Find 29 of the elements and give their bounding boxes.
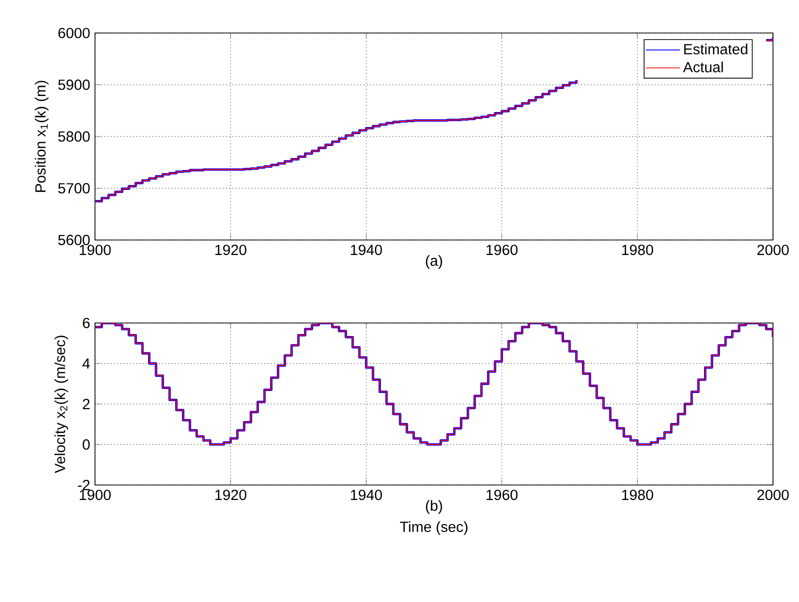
y-tick-label: -2 (78, 480, 90, 490)
x-tick-label: 1980 (622, 490, 654, 500)
x-tick-label: 1920 (215, 490, 246, 500)
y-axis-title: Position x$_{1}$(k) (m) (34, 80, 49, 192)
x-tick-label: 1900 (80, 490, 111, 500)
y-tick-label: 5700 (58, 183, 90, 194)
x-tick-label: 2000 (757, 244, 789, 256)
legend-label: Estimated (684, 44, 748, 54)
x-tick-label: 1900 (80, 244, 111, 256)
y-tick-label: 5800 (58, 131, 90, 142)
text: (a) (426, 255, 442, 269)
y-tick-label: 5600 (58, 234, 90, 246)
y-tick-label: 2 (82, 398, 90, 410)
legend-label: Actual (683, 62, 723, 72)
y-tick-label: 5900 (58, 80, 90, 90)
text: (b) (426, 500, 442, 514)
x-tick-label: 2000 (757, 490, 789, 500)
y-tick-label: 6 (82, 318, 90, 328)
y-tick-label: 4 (82, 358, 90, 369)
x-tick-label: 1940 (351, 244, 382, 256)
x-tick-label: 1940 (351, 490, 382, 500)
y-tick-label: 6000 (58, 28, 90, 38)
y-tick-label: 0 (82, 439, 90, 450)
y-axis-title: Velocity x$_{2}$(k) (m/sec) (54, 336, 68, 474)
x-tick-label: 1920 (215, 244, 246, 256)
x-tick-label: 1960 (486, 490, 518, 500)
x-tick-label: 1960 (486, 244, 518, 256)
x-tick-label: 1980 (622, 244, 654, 256)
x-axis-title: Time (sec) (400, 521, 468, 535)
